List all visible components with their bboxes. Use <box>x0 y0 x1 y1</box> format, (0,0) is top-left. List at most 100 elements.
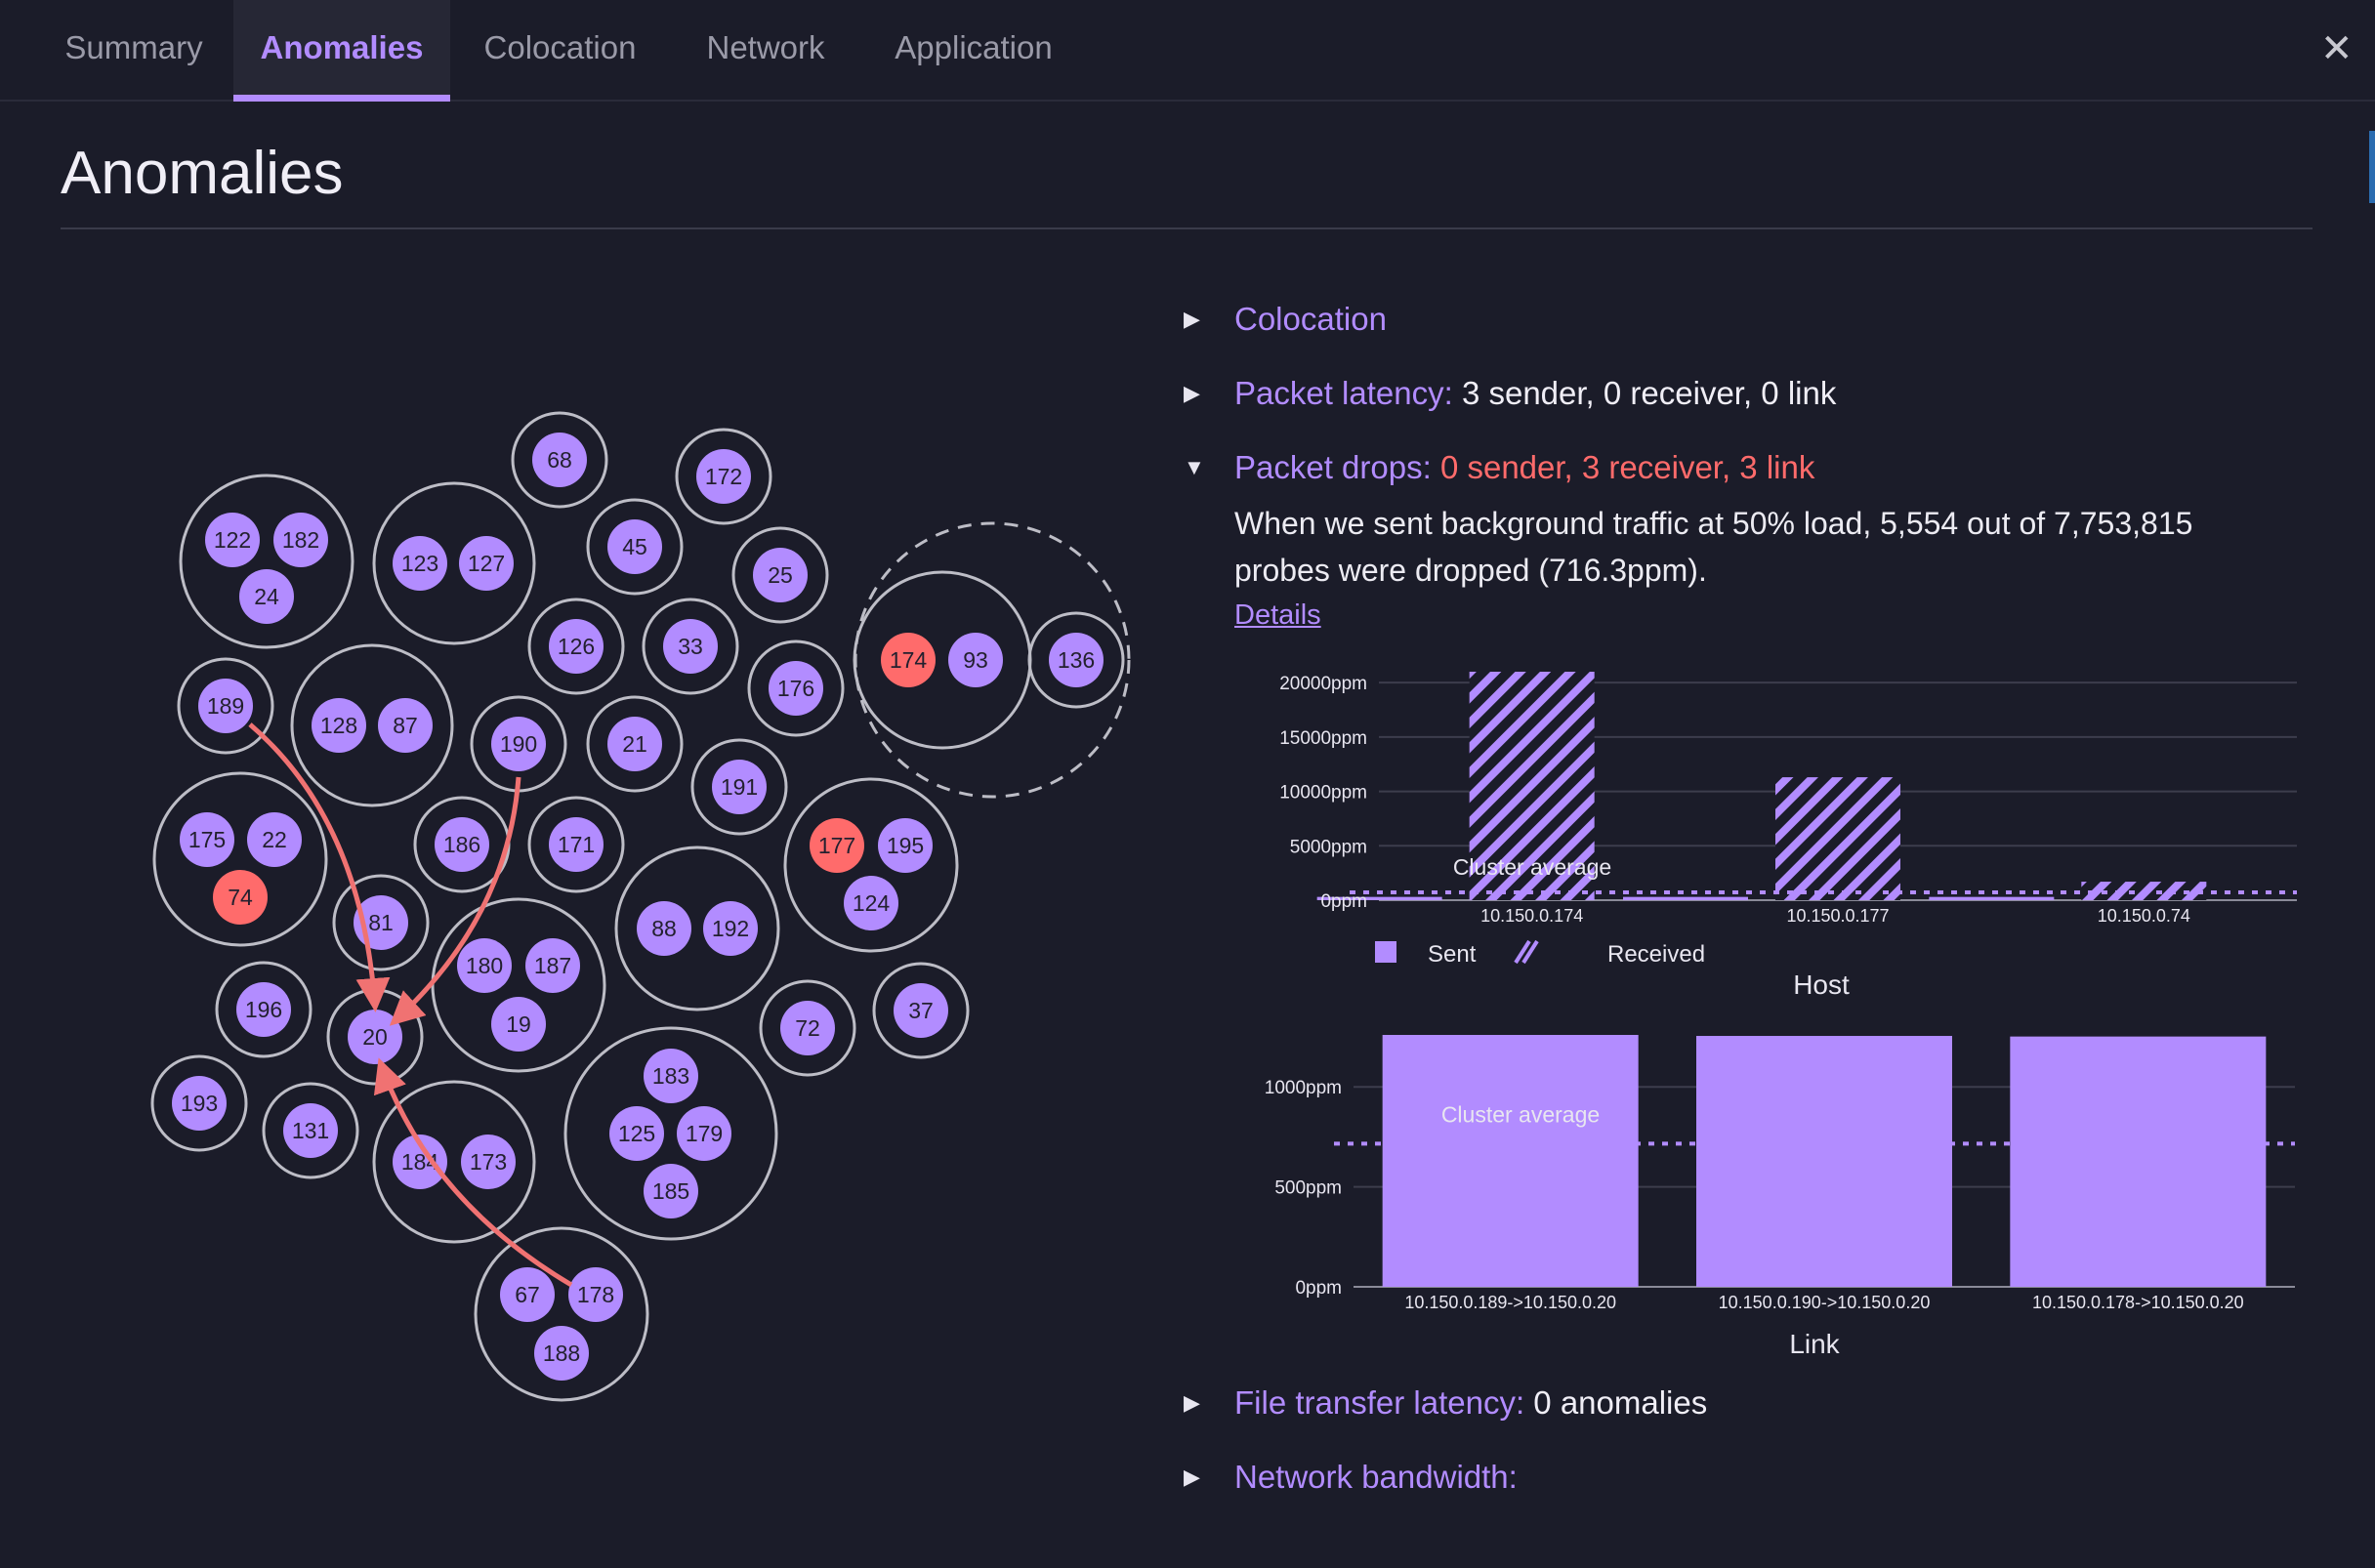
host-group-circle[interactable] <box>290 643 454 807</box>
host-node-67[interactable]: 67 <box>500 1267 555 1322</box>
bar-drops-2[interactable] <box>2010 1036 2267 1287</box>
host-node-label: 186 <box>443 832 480 857</box>
host-node-196[interactable]: 196 <box>236 982 291 1037</box>
host-group-circle[interactable] <box>783 777 959 953</box>
host-group-circle[interactable] <box>642 598 739 695</box>
host-group-circle[interactable] <box>177 657 274 755</box>
host-group-circle[interactable] <box>872 962 970 1059</box>
scroll-indicator[interactable] <box>2369 131 2375 203</box>
host-node-128[interactable]: 128 <box>312 698 366 753</box>
close-icon[interactable]: ✕ <box>2320 27 2354 70</box>
host-node-22[interactable]: 22 <box>247 812 302 867</box>
host-node-177[interactable]: 177 <box>810 818 864 873</box>
bar-sent-0[interactable] <box>1316 896 1442 900</box>
tab-network[interactable]: Network <box>706 29 825 65</box>
host-node-179[interactable]: 179 <box>677 1106 731 1161</box>
host-group-circle[interactable] <box>563 1026 778 1241</box>
host-node-72[interactable]: 72 <box>780 1001 835 1055</box>
host-node-25[interactable]: 25 <box>753 548 808 602</box>
y-tick-label: 10000ppm <box>1279 783 1367 804</box>
tab-summary[interactable]: Summary <box>64 29 203 65</box>
host-node-182[interactable]: 182 <box>273 513 328 567</box>
host-node-172[interactable]: 172 <box>696 449 751 504</box>
host-node-127[interactable]: 127 <box>459 536 514 591</box>
host-node-180[interactable]: 180 <box>457 938 512 993</box>
host-node-176[interactable]: 176 <box>769 661 823 716</box>
host-node-68[interactable]: 68 <box>532 433 587 487</box>
host-group-circle[interactable] <box>372 1080 536 1244</box>
host-group-circle[interactable] <box>1027 611 1125 709</box>
y-tick-label: 20000ppm <box>1279 674 1367 694</box>
host-group-circle[interactable] <box>586 498 684 596</box>
host-group-circle[interactable] <box>614 846 780 1011</box>
host-group-circle[interactable] <box>150 1054 248 1152</box>
host-group-circle[interactable] <box>474 1226 649 1402</box>
host-node-195[interactable]: 195 <box>878 818 933 873</box>
host-group-circle[interactable] <box>759 979 856 1077</box>
host-node-33[interactable]: 33 <box>663 619 718 674</box>
host-group-circle[interactable] <box>675 428 772 525</box>
host-node-191[interactable]: 191 <box>712 760 767 814</box>
host-node-187[interactable]: 187 <box>525 938 580 993</box>
host-node-label: 68 <box>547 447 572 473</box>
tab-anomalies[interactable]: Anomalies <box>233 0 450 102</box>
bar-drops-1[interactable] <box>1696 1036 1952 1287</box>
host-node-189[interactable]: 189 <box>198 679 253 733</box>
host-node-171[interactable]: 171 <box>549 817 604 872</box>
host-node-20[interactable]: 20 <box>348 1010 402 1064</box>
host-node-45[interactable]: 45 <box>607 519 662 574</box>
host-node-183[interactable]: 183 <box>644 1049 698 1103</box>
host-node-122[interactable]: 122 <box>205 513 260 567</box>
host-node-185[interactable]: 185 <box>644 1164 698 1218</box>
host-node-178[interactable]: 178 <box>568 1267 623 1322</box>
tab-colocation[interactable]: Colocation <box>483 29 637 65</box>
tab-application[interactable]: Application <box>895 29 1053 65</box>
host-node-label: 122 <box>214 527 251 553</box>
host-group-circle[interactable] <box>731 526 829 624</box>
host-node-label: 177 <box>818 833 855 858</box>
bar-drops-0[interactable] <box>1382 1035 1639 1287</box>
host-node-74[interactable]: 74 <box>213 870 268 925</box>
host-group-circle[interactable] <box>511 411 608 509</box>
host-group-circle[interactable] <box>152 771 328 947</box>
host-node-186[interactable]: 186 <box>435 817 489 872</box>
host-node-87[interactable]: 87 <box>378 698 433 753</box>
host-group-circle[interactable] <box>262 1082 359 1179</box>
host-group-circle[interactable] <box>747 640 845 737</box>
host-node-126[interactable]: 126 <box>549 619 604 674</box>
host-group-circle[interactable] <box>332 874 430 971</box>
host-node-175[interactable]: 175 <box>180 812 234 867</box>
host-group-circle[interactable] <box>215 961 312 1058</box>
x-tick-label: 10.150.0.190->10.150.0.20 <box>1719 1293 1931 1312</box>
host-group-circle[interactable] <box>372 481 536 645</box>
bar-received-0[interactable] <box>1469 672 1595 900</box>
bar-received-1[interactable] <box>1775 777 1900 900</box>
host-node-174[interactable]: 174 <box>881 633 936 687</box>
host-node-label: 93 <box>963 647 988 673</box>
host-node-131[interactable]: 131 <box>283 1103 338 1158</box>
bar-sent-2[interactable] <box>1929 896 2055 900</box>
host-node-190[interactable]: 190 <box>491 717 546 771</box>
details-link[interactable]: Details <box>1234 599 1321 631</box>
host-node-123[interactable]: 123 <box>393 536 447 591</box>
bar-sent-1[interactable] <box>1623 896 1748 900</box>
host-node-24[interactable]: 24 <box>239 569 294 624</box>
host-node-124[interactable]: 124 <box>844 876 898 930</box>
host-node-19[interactable]: 19 <box>491 997 546 1052</box>
host-node-125[interactable]: 125 <box>609 1106 664 1161</box>
host-group-circle[interactable] <box>179 474 354 649</box>
host-node-193[interactable]: 193 <box>172 1076 227 1131</box>
host-node-188[interactable]: 188 <box>534 1326 589 1381</box>
host-node-192[interactable]: 192 <box>703 901 758 956</box>
host-node-173[interactable]: 173 <box>461 1135 516 1189</box>
host-node-88[interactable]: 88 <box>637 901 691 956</box>
host-node-37[interactable]: 37 <box>894 983 948 1038</box>
host-node-93[interactable]: 93 <box>948 633 1003 687</box>
host-group-circle[interactable] <box>527 796 625 893</box>
host-group-circle[interactable] <box>690 738 788 836</box>
host-node-label: 24 <box>254 584 279 609</box>
host-node-21[interactable]: 21 <box>607 717 662 771</box>
host-group-circle[interactable] <box>527 598 625 695</box>
host-group-circle[interactable] <box>586 695 684 793</box>
host-node-136[interactable]: 136 <box>1049 633 1104 687</box>
